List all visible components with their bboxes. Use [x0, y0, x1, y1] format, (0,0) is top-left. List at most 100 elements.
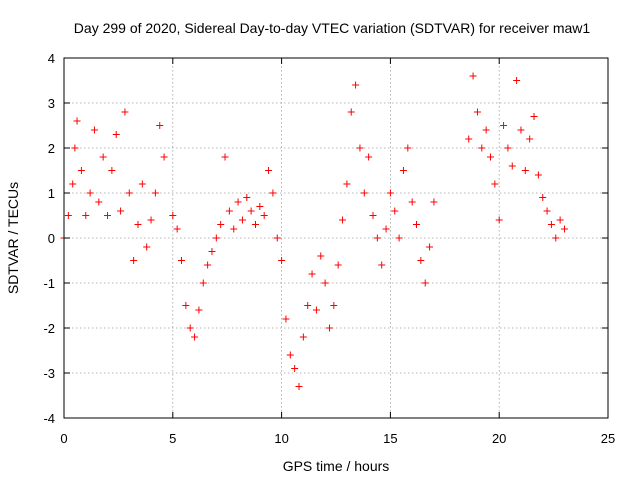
data-point	[265, 167, 273, 174]
data-point	[539, 194, 547, 201]
data-point	[117, 207, 125, 215]
data-point	[269, 189, 277, 197]
data-point	[504, 144, 512, 152]
data-point	[308, 270, 316, 278]
data-point	[82, 212, 90, 219]
data-point	[534, 171, 542, 179]
data-point	[521, 167, 529, 174]
data-point	[71, 144, 79, 152]
data-point	[317, 252, 325, 260]
data-point	[186, 324, 194, 332]
y-tick-label: -1	[43, 276, 55, 291]
x-tick-label: 15	[383, 431, 397, 446]
x-axis-label: GPS time / hours	[283, 458, 390, 474]
data-point	[526, 135, 534, 143]
data-point	[225, 207, 233, 215]
data-point	[90, 126, 98, 134]
data-point	[278, 257, 286, 264]
data-points	[60, 72, 568, 390]
y-tick-label: 3	[48, 96, 55, 111]
data-point	[195, 306, 203, 314]
data-point	[365, 153, 373, 161]
data-point	[517, 126, 525, 134]
data-point	[208, 248, 216, 255]
data-point	[108, 167, 116, 174]
data-point	[469, 72, 477, 80]
data-point	[330, 302, 338, 309]
data-point	[121, 108, 129, 116]
data-point	[473, 108, 481, 116]
data-point	[299, 333, 307, 341]
data-point	[312, 306, 320, 314]
data-point	[360, 189, 368, 197]
data-point	[99, 153, 107, 161]
data-point	[69, 180, 77, 188]
y-tick-label: 0	[48, 231, 55, 246]
data-point	[334, 261, 342, 269]
data-point	[256, 203, 264, 210]
data-point	[482, 126, 490, 134]
data-point	[373, 234, 381, 242]
data-point	[221, 153, 229, 161]
data-point	[291, 365, 299, 372]
data-point	[556, 216, 564, 224]
data-point	[408, 198, 416, 206]
data-point	[356, 144, 364, 152]
grid	[64, 58, 608, 418]
data-point	[508, 162, 516, 170]
data-point	[430, 198, 438, 206]
data-point	[386, 189, 394, 197]
data-point	[199, 279, 207, 287]
data-point	[404, 144, 412, 152]
data-point	[391, 207, 399, 215]
data-point	[251, 221, 259, 228]
data-point	[125, 189, 133, 197]
data-point	[417, 257, 425, 264]
data-point	[547, 221, 555, 228]
data-point	[217, 221, 225, 228]
y-tick-label: 1	[48, 186, 55, 201]
data-point	[426, 243, 434, 251]
data-point	[130, 257, 138, 264]
data-point	[500, 122, 508, 129]
data-point	[138, 180, 146, 188]
data-point	[173, 225, 181, 233]
data-point	[73, 117, 81, 125]
data-point	[204, 261, 212, 269]
data-point	[143, 243, 151, 251]
data-point	[378, 261, 386, 269]
data-point	[491, 180, 499, 188]
data-point	[247, 207, 255, 215]
axis-ticks: 0 5 10 15 20 25 -4 -3 -2 -1 0 1 2 3 4	[43, 51, 615, 446]
data-point	[421, 279, 429, 287]
data-point	[286, 351, 294, 359]
y-axis-label: SDTVAR / TECUs	[5, 182, 21, 294]
data-point	[560, 225, 568, 233]
data-point	[382, 225, 390, 233]
data-point	[86, 189, 94, 197]
data-point	[212, 234, 220, 242]
data-point	[282, 315, 290, 323]
data-point	[304, 302, 312, 309]
chart-title: Day 299 of 2020, Sidereal Day-to-day VTE…	[74, 20, 591, 36]
data-point	[347, 108, 355, 116]
data-point	[465, 135, 473, 143]
y-tick-label: -4	[43, 411, 55, 426]
data-point	[151, 189, 159, 197]
data-point	[191, 333, 199, 341]
y-tick-label: -2	[43, 321, 55, 336]
data-point	[243, 194, 251, 201]
data-point	[273, 234, 281, 242]
x-tick-label: 10	[274, 431, 288, 446]
data-point	[552, 234, 560, 242]
data-point	[399, 167, 407, 174]
data-point	[169, 212, 177, 219]
data-point	[260, 212, 268, 219]
data-point	[530, 113, 538, 120]
data-point	[321, 279, 329, 287]
data-point	[112, 131, 120, 138]
data-point	[339, 216, 347, 224]
data-point	[104, 212, 112, 219]
data-point	[95, 198, 103, 206]
